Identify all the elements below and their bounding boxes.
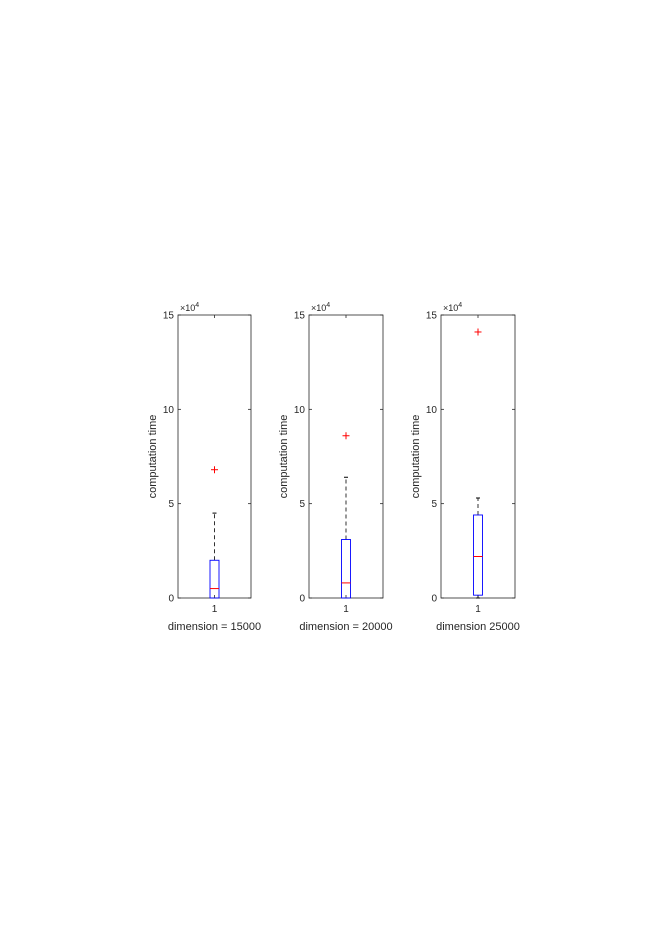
outlier-marker: [342, 432, 350, 440]
y-tick-label: 10: [163, 405, 175, 416]
boxplot-panel-1: 0 5 10 15 ×104 1 dimension = 15000 computation …: [147, 302, 261, 633]
x-tick-label: 1: [212, 604, 218, 615]
axes-frame: [440, 314, 516, 599]
x-tick-label: 1: [343, 604, 349, 615]
boxplot-panel-2: 0 5 10 15 ×104 1 dimension = 20000 computation …: [278, 302, 393, 633]
y-tick-label: 0: [431, 594, 437, 605]
outlier-marker: [474, 328, 482, 336]
axes-frame: [177, 314, 252, 599]
outlier-marker: [211, 466, 218, 474]
axes-frame: [308, 314, 384, 599]
y-tick-label: 10: [426, 405, 438, 416]
box: [341, 539, 351, 599]
y-tick-label: 15: [163, 311, 175, 322]
y-tick-label: 15: [426, 311, 438, 322]
x-axis-label: dimension 25000: [436, 621, 520, 633]
y-axis-label: computation time: [147, 415, 159, 499]
x-axis-label: dimension = 20000: [299, 621, 392, 633]
x-axis-label: dimension = 15000: [168, 621, 261, 633]
box: [473, 514, 483, 596]
boxplot-panel-3: 0 5 10 15 ×104 1 dimension 25000 computation ti…: [410, 302, 520, 633]
y-axis-label: computation time: [278, 415, 290, 499]
y-exponent-label: ×104: [180, 302, 199, 313]
box: [209, 559, 220, 599]
y-exponent-label: ×104: [311, 302, 330, 313]
y-tick-label: 5: [299, 499, 305, 510]
y-tick-label: 0: [299, 594, 305, 605]
y-tick-label: 15: [294, 311, 306, 322]
y-tick-label: 5: [168, 499, 174, 510]
y-axis-label: computation time: [410, 415, 422, 499]
y-exponent-label: ×104: [443, 302, 462, 313]
y-tick-label: 0: [168, 594, 174, 605]
y-tick-label: 5: [431, 499, 437, 510]
y-tick-label: 10: [294, 405, 306, 416]
x-tick-label: 1: [475, 604, 481, 615]
